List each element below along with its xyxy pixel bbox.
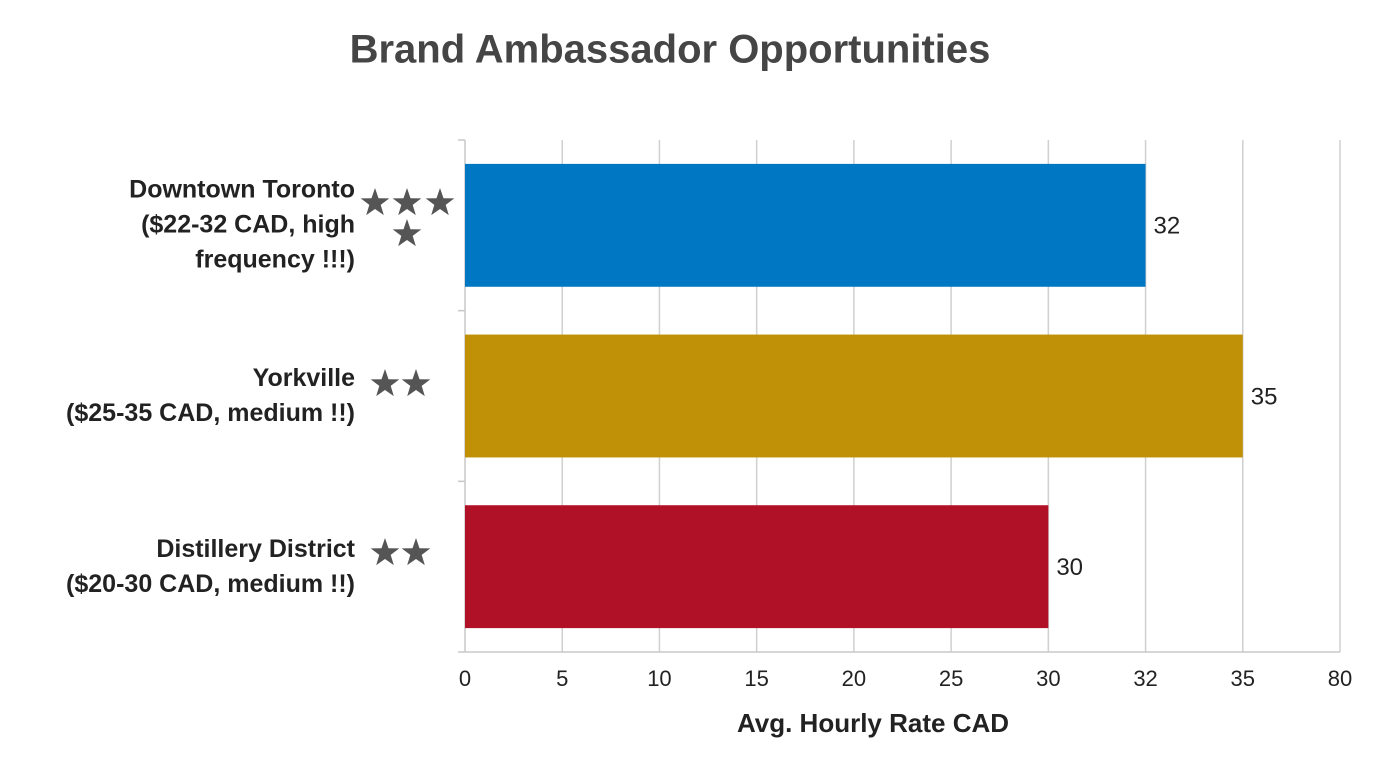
- x-axis-label: Avg. Hourly Rate CAD: [737, 708, 1009, 738]
- x-tick-label: 10: [647, 666, 671, 691]
- star-icon: [370, 538, 400, 566]
- x-tick-label: 0: [459, 666, 471, 691]
- x-tick-label: 15: [744, 666, 768, 691]
- x-tick-label: 32: [1133, 666, 1157, 691]
- star-icon: [392, 219, 422, 247]
- bar: [465, 163, 1146, 287]
- y-tick-label: Downtown Toronto ($22-32 CAD, high frequ…: [129, 175, 355, 274]
- star-icon: [360, 188, 390, 216]
- star-icon: [401, 538, 431, 566]
- x-tick-label: 80: [1328, 666, 1352, 691]
- x-tick-label: 25: [939, 666, 963, 691]
- x-tick-label: 5: [556, 666, 568, 691]
- bar: [465, 505, 1049, 629]
- chart-title: Brand Ambassador Opportunities: [350, 28, 991, 72]
- star-icon: [425, 188, 455, 216]
- data-label: 32: [1154, 213, 1181, 240]
- star-icon: [370, 369, 400, 397]
- x-tick-label: 35: [1231, 666, 1255, 691]
- y-tick-label: Yorkville ($25-35 CAD, medium !!): [66, 364, 355, 427]
- y-tick-label: Distillery District ($20-30 CAD, medium …: [66, 534, 355, 598]
- star-icon: [392, 188, 422, 216]
- stars: [360, 188, 455, 566]
- data-label: 35: [1251, 383, 1278, 410]
- data-label: 30: [1056, 554, 1083, 581]
- star-icon: [401, 369, 431, 397]
- x-tick-label: 20: [842, 666, 866, 691]
- bar: [465, 334, 1243, 458]
- x-tick-label: 30: [1036, 666, 1060, 691]
